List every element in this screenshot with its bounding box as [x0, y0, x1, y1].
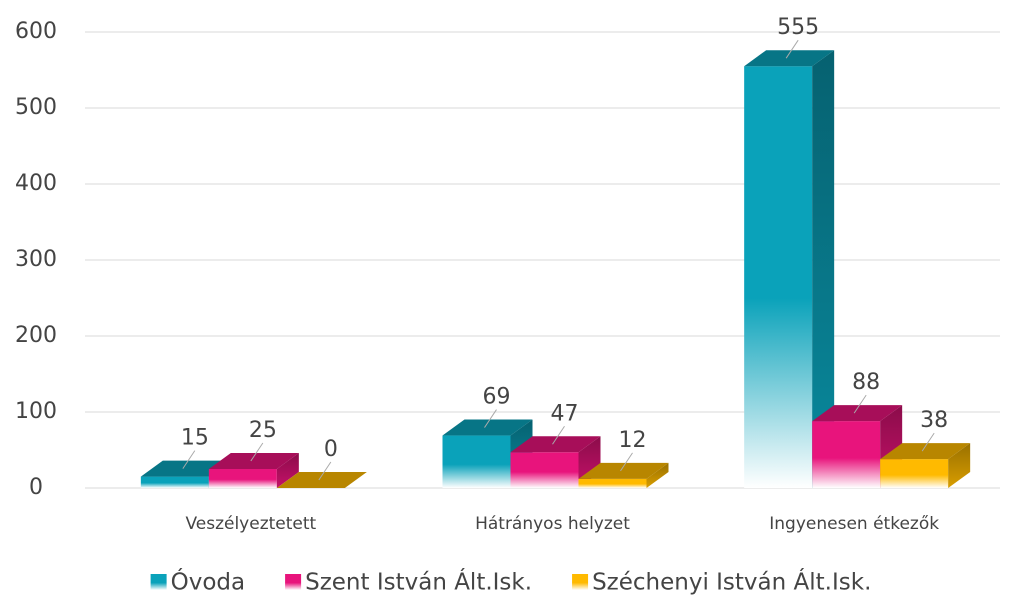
value-label: 0 [324, 437, 338, 462]
x-tick-label: Veszélyeztetett [185, 514, 316, 534]
leader-line [620, 452, 633, 472]
y-tick-label: 300 [15, 247, 57, 272]
bar-side [646, 462, 669, 488]
y-tick-label: 500 [15, 95, 57, 120]
leader-line [552, 426, 565, 445]
legend-label: Széchenyi István Ált.Isk. [592, 568, 871, 596]
y-tick-label: 100 [15, 399, 57, 424]
bar-side [948, 443, 971, 488]
leader-line [785, 39, 799, 59]
legend-label: Óvoda [171, 568, 245, 596]
legend-label: Szent István Ált.Isk. [305, 568, 532, 596]
value-label: 88 [852, 370, 880, 395]
bar-top [276, 472, 367, 488]
bar-top [880, 443, 971, 460]
legend-swatch [572, 574, 589, 590]
x-tick-label: Ingyenesen étkezők [769, 514, 939, 534]
value-label: 25 [249, 418, 277, 443]
leader-line [853, 394, 867, 414]
bar-front [880, 459, 949, 488]
y-tick-label: 0 [29, 475, 43, 500]
y-tick-label: 200 [15, 323, 57, 348]
value-label: 69 [483, 385, 511, 410]
bar-side [276, 453, 299, 488]
legend-swatch [285, 574, 302, 590]
bar-top [442, 419, 533, 436]
value-label: 38 [920, 408, 948, 433]
legend-swatch [150, 574, 167, 590]
bar-top [812, 405, 903, 422]
bar-front [208, 469, 277, 488]
bar-top [208, 453, 299, 469]
bar-front [442, 435, 511, 488]
value-label: 15 [181, 426, 209, 451]
bar-front [812, 421, 881, 488]
x-tick-label: Hátrányos helyzet [475, 514, 630, 534]
bar-front [510, 452, 579, 488]
value-label: 12 [619, 428, 647, 453]
leader-line [250, 442, 264, 462]
y-tick-label: 600 [15, 19, 57, 44]
bar-top [744, 50, 835, 67]
bar-top [510, 436, 601, 453]
leader-line [318, 461, 332, 481]
bar-front [578, 478, 647, 488]
y-tick-label: 400 [15, 171, 57, 196]
bar-front [744, 66, 813, 488]
bar-front [140, 476, 209, 488]
bar-side [812, 50, 835, 488]
bar-top [140, 460, 231, 477]
leader-line [484, 409, 497, 428]
value-label: 555 [777, 15, 819, 40]
value-label: 47 [551, 401, 579, 426]
leader-line [182, 450, 196, 469]
bar-top [578, 462, 669, 479]
leader-line [921, 432, 935, 452]
